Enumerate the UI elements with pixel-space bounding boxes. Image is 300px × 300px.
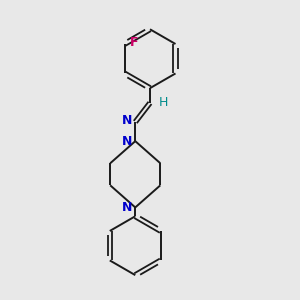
Text: N: N — [122, 135, 132, 148]
Text: H: H — [159, 96, 168, 110]
Text: N: N — [122, 201, 132, 214]
Text: F: F — [130, 36, 138, 49]
Text: N: N — [122, 114, 132, 127]
